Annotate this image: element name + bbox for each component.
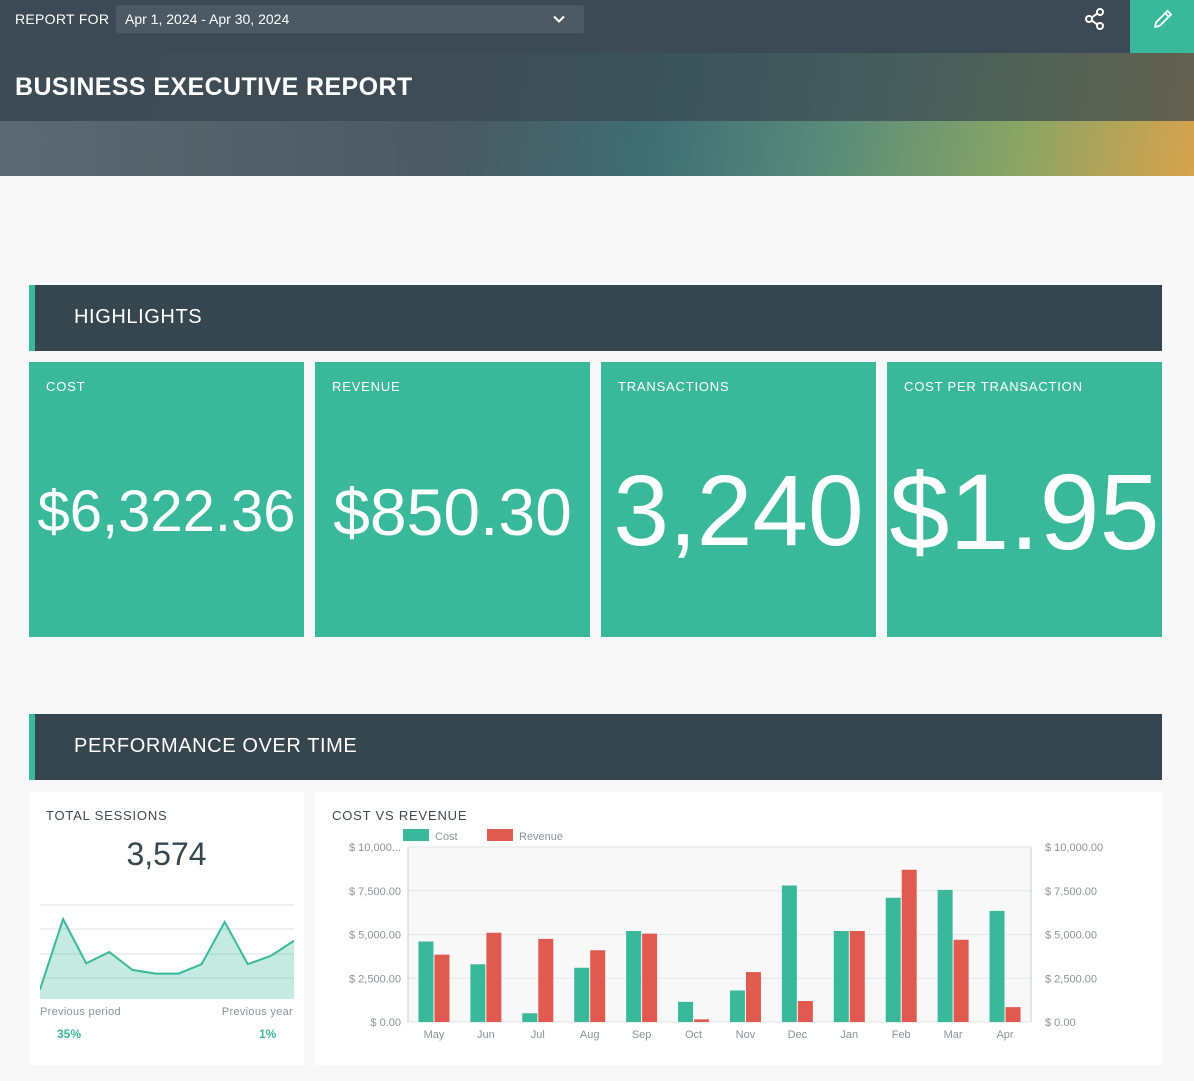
bar-revenue-nov	[746, 972, 761, 1022]
top-bar: REPORT FOR Apr 1, 2024 - Apr 30, 2024	[0, 0, 1194, 53]
x-tick-label: Jul	[531, 1029, 545, 1041]
bar-cost-oct	[678, 1002, 693, 1022]
edit-button[interactable]	[1130, 0, 1194, 53]
bar-cost-aug	[574, 968, 589, 1022]
performance-header: PERFORMANCE OVER TIME	[29, 714, 1162, 780]
legend-swatch-revenue	[487, 829, 513, 841]
kpi-revenue-card: $850.30 REVENUE	[315, 362, 590, 637]
kpi-cost-per-transaction-label: COST PER TRANSACTION	[904, 379, 1083, 394]
bar-cost-nov	[730, 991, 745, 1023]
bar-revenue-oct	[694, 1019, 709, 1022]
x-tick-label: Oct	[685, 1029, 702, 1041]
y-tick-right: $ 2,500.00	[1045, 973, 1097, 985]
bar-revenue-jan	[850, 931, 865, 1022]
bar-revenue-apr	[1006, 1007, 1021, 1022]
bar-revenue-dec	[798, 1001, 813, 1022]
bar-cost-may	[418, 942, 433, 1023]
y-tick-right: $ 7,500.00	[1045, 886, 1097, 898]
total-sessions-value: 3,574	[29, 836, 304, 873]
previous-year-change: 1%	[259, 1027, 276, 1041]
cost-vs-revenue-chart: $ 0.00 $ 0.00 $ 2,500.00 $ 2,500.00 $ 5,000.…	[315, 792, 1162, 1065]
legend-swatch-cost	[403, 829, 429, 841]
kpi-transactions-label: TRANSACTIONS	[618, 379, 729, 394]
bar-cost-jul	[522, 1013, 537, 1022]
pencil-icon	[1152, 8, 1174, 30]
chevron-down-icon	[552, 12, 566, 26]
previous-year-label: Previous year	[222, 1006, 293, 1018]
bar-revenue-mar	[954, 940, 969, 1022]
bar-revenue-aug	[590, 950, 605, 1022]
kpi-revenue-label: REVENUE	[332, 379, 400, 394]
kpi-cost-per-transaction-card: COST PER TRANSACTION $1.95	[887, 362, 1162, 637]
bar-cost-feb	[886, 898, 901, 1022]
y-tick-left: $ 10,000...	[349, 842, 401, 854]
kpi-cost-value: $6,322.36	[29, 478, 304, 545]
kpi-cost-per-transaction-value: $1.95	[887, 449, 1162, 574]
x-tick-label: Apr	[996, 1029, 1013, 1041]
bar-revenue-may	[434, 955, 449, 1022]
x-tick-label: Aug	[580, 1029, 600, 1041]
y-tick-left: $ 7,500.00	[349, 886, 401, 898]
report-banner: BUSINESS EXECUTIVE REPORT	[0, 53, 1194, 176]
x-tick-label: Nov	[736, 1029, 756, 1041]
legend-label-revenue: Revenue	[519, 831, 563, 843]
bar-cost-jun	[470, 964, 485, 1022]
x-tick-label: Mar	[944, 1029, 963, 1041]
bar-revenue-jun	[486, 933, 501, 1022]
y-tick-left: $ 2,500.00	[349, 973, 401, 985]
report-for-label: REPORT FOR	[15, 11, 109, 27]
sessions-sparkline	[40, 897, 294, 1002]
kpi-revenue-value: $850.30	[315, 474, 590, 550]
banner-shade	[0, 121, 1194, 176]
y-tick-right: $ 10,000.00	[1045, 842, 1103, 854]
cost-vs-revenue-panel: COST VS REVENUE $ 0.00 $ 0.00 $ 2,500.00 $ …	[315, 792, 1162, 1065]
x-tick-label: Feb	[892, 1029, 911, 1041]
bar-cost-sep	[626, 931, 641, 1022]
y-tick-right: $ 0.00	[1045, 1017, 1076, 1029]
bar-revenue-sep	[642, 934, 657, 1022]
bar-cost-mar	[938, 890, 953, 1022]
y-tick-left: $ 0.00	[370, 1017, 401, 1029]
total-sessions-panel: TOTAL SESSIONS 3,574 Previous period Pre…	[29, 792, 304, 1065]
x-tick-label: Sep	[632, 1029, 652, 1041]
date-range-value: Apr 1, 2024 - Apr 30, 2024	[125, 11, 289, 27]
legend-label-cost: Cost	[435, 831, 458, 843]
kpi-cost-card: COST $6,322.36	[29, 362, 304, 637]
kpi-transactions-card: TRANSACTIONS 3,240	[601, 362, 876, 637]
x-tick-label: May	[424, 1029, 445, 1041]
kpi-cost-label: COST	[46, 379, 85, 394]
total-sessions-title: TOTAL SESSIONS	[46, 808, 168, 823]
bar-revenue-jul	[538, 939, 553, 1022]
share-icon[interactable]	[1083, 7, 1107, 31]
sessions-area	[40, 919, 294, 999]
y-tick-left: $ 5,000.00	[349, 930, 401, 942]
previous-period-change: 35%	[57, 1027, 81, 1041]
previous-period-label: Previous period	[40, 1006, 121, 1018]
bar-cost-apr	[990, 911, 1005, 1022]
x-tick-label: Jan	[840, 1029, 858, 1041]
bar-revenue-feb	[902, 870, 917, 1022]
y-tick-right: $ 5,000.00	[1045, 930, 1097, 942]
kpi-transactions-value: 3,240	[601, 454, 876, 569]
bar-cost-dec	[782, 886, 797, 1023]
x-tick-label: Dec	[788, 1029, 808, 1041]
highlights-title: HIGHLIGHTS	[74, 306, 202, 329]
x-tick-label: Jun	[477, 1029, 495, 1041]
bar-cost-jan	[834, 931, 849, 1022]
page-title: BUSINESS EXECUTIVE REPORT	[15, 73, 413, 102]
highlights-header: HIGHLIGHTS	[29, 285, 1162, 351]
date-range-select[interactable]: Apr 1, 2024 - Apr 30, 2024	[116, 5, 584, 33]
performance-title: PERFORMANCE OVER TIME	[74, 735, 357, 758]
